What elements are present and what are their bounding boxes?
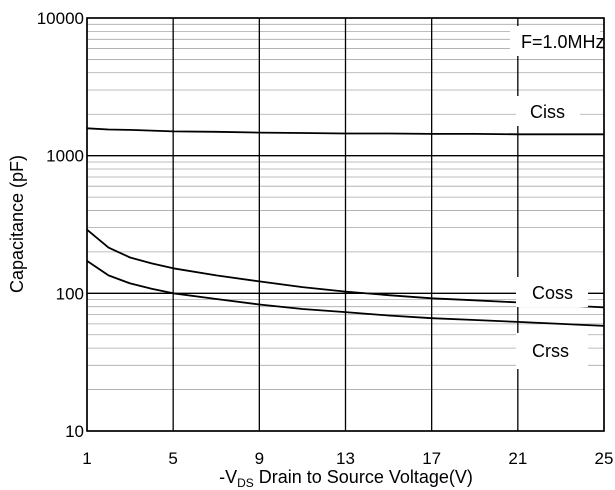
crss-label: Crss <box>532 341 569 361</box>
series-line-crss <box>86 260 605 327</box>
tick-labels: 10 100 1000 10000 1 5 9 13 17 21 25 <box>37 9 614 468</box>
coss-label: Coss <box>532 283 573 303</box>
x-axis-title-subscript: DS <box>237 476 254 490</box>
series-line-ciss <box>86 127 604 136</box>
x-tick-label: 13 <box>336 449 355 468</box>
series-labels: F=1.0MHz Ciss Coss Crss <box>510 26 605 369</box>
coss-label-background <box>516 277 588 307</box>
frequency-annotation: F=1.0MHz <box>521 32 605 52</box>
major-gridlines <box>86 17 605 432</box>
x-axis-title-rest: Drain to Source Voltage(V) <box>254 467 473 487</box>
x-tick-label: 25 <box>595 449 614 468</box>
plot-frame <box>86 17 605 432</box>
y-tick-label: 100 <box>56 284 84 303</box>
ciss-label-background <box>516 96 580 126</box>
x-tick-label: 17 <box>422 449 441 468</box>
ciss-label: Ciss <box>530 102 565 122</box>
annotation-background <box>510 26 600 56</box>
y-tick-label: 10 <box>65 422 84 441</box>
y-tick-label: 10000 <box>37 9 84 28</box>
x-tick-label: 5 <box>168 449 177 468</box>
x-tick-label: 9 <box>255 449 264 468</box>
y-axis-title: Capacitance (pF) <box>7 155 27 293</box>
x-axis-title-prefix: -V <box>219 467 237 487</box>
series-lines <box>86 127 605 327</box>
x-tick-label: 1 <box>82 449 91 468</box>
x-tick-label: 21 <box>508 449 527 468</box>
y-tick-label: 1000 <box>46 147 84 166</box>
series-line-coss <box>86 229 605 309</box>
x-axis-title: -VDS Drain to Source Voltage(V) <box>219 467 473 490</box>
crss-label-background <box>516 333 588 369</box>
